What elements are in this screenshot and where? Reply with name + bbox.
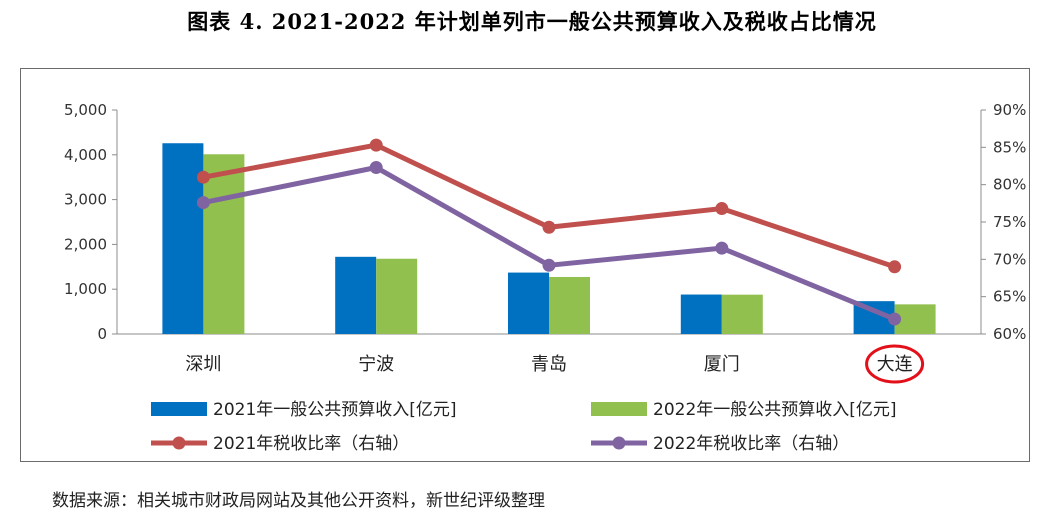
line-1-point-4 (715, 202, 729, 216)
y-left-tick-label: 4,000 (64, 146, 107, 164)
bar-1-3 (508, 272, 549, 334)
line-series-1 (202, 142, 896, 270)
legend-swatch-bar-1 (151, 402, 207, 416)
y-right-tick-label: 75% (993, 213, 1026, 231)
bar-1-4 (680, 294, 722, 334)
bar-2-2 (376, 258, 418, 334)
legend-label-1: 2021年一般公共预算收入[亿元] (213, 400, 457, 420)
legend-label-2: 2022年一般公共预算收入[亿元] (653, 400, 897, 420)
x-category-label: 厦门 (704, 354, 740, 375)
bar-2-3 (549, 276, 590, 334)
legend-swatch-marker-4 (612, 436, 626, 450)
combo-chart: 0 1,000 2,000 3,000 4,000 5,000 60% 65% 70% 75% 80… (64, 101, 1026, 454)
bar-1-1 (162, 143, 204, 334)
line-2-point-1 (196, 196, 210, 210)
line-1-point-5 (888, 260, 902, 274)
line-2-point-5 (888, 312, 902, 326)
y-left-tick-label: 2,000 (64, 235, 107, 253)
legend-swatch-marker-3 (172, 436, 186, 450)
bar-1-2 (335, 256, 377, 334)
y-left-tick-label: 3,000 (64, 191, 107, 209)
line-2-point-4 (715, 241, 729, 255)
y-right-tick-label: 85% (993, 138, 1026, 156)
y-right-tick-label: 80% (993, 176, 1026, 194)
legend-label-3: 2021年税收比率（右轴） (213, 434, 409, 454)
x-category-label: 青岛 (531, 354, 567, 375)
line-1-point-3 (542, 220, 556, 234)
y-right-tick-label: 60% (993, 325, 1026, 343)
bar-2-1 (203, 154, 245, 334)
figure-title: 图表 4. 2021-2022 年计划单列市一般公共预算收入及税收占比情况 (187, 9, 877, 34)
y-left-tick-label: 0 (97, 325, 107, 343)
bar-2-5 (894, 304, 936, 334)
line-2-point-3 (542, 258, 556, 272)
line-2-point-2 (369, 160, 383, 174)
y-right-tick-label: 70% (993, 250, 1026, 268)
line-1-point-1 (196, 170, 210, 184)
x-category-label: 深圳 (185, 354, 221, 375)
line-1-point-2 (369, 138, 383, 152)
x-category-label: 大连 (877, 354, 913, 375)
y-left-tick-label: 5,000 (64, 101, 107, 119)
x-category-label: 宁波 (358, 354, 394, 375)
source-note: 数据来源：相关城市财政局网站及其他公开资料，新世纪评级整理 (52, 491, 545, 511)
legend-swatch-bar-2 (591, 402, 647, 416)
highlight-circle (865, 344, 925, 384)
y-left-tick-label: 1,000 (64, 280, 107, 298)
y-right-tick-label: 65% (993, 288, 1026, 306)
y-right-tick-label: 90% (993, 101, 1026, 119)
bar-2-4 (721, 294, 763, 334)
chart-area: 0 1,000 2,000 3,000 4,000 5,000 60% 65% 70% 75% 80… (20, 68, 1030, 462)
legend-label-4: 2022年税收比率（右轴） (653, 434, 849, 454)
